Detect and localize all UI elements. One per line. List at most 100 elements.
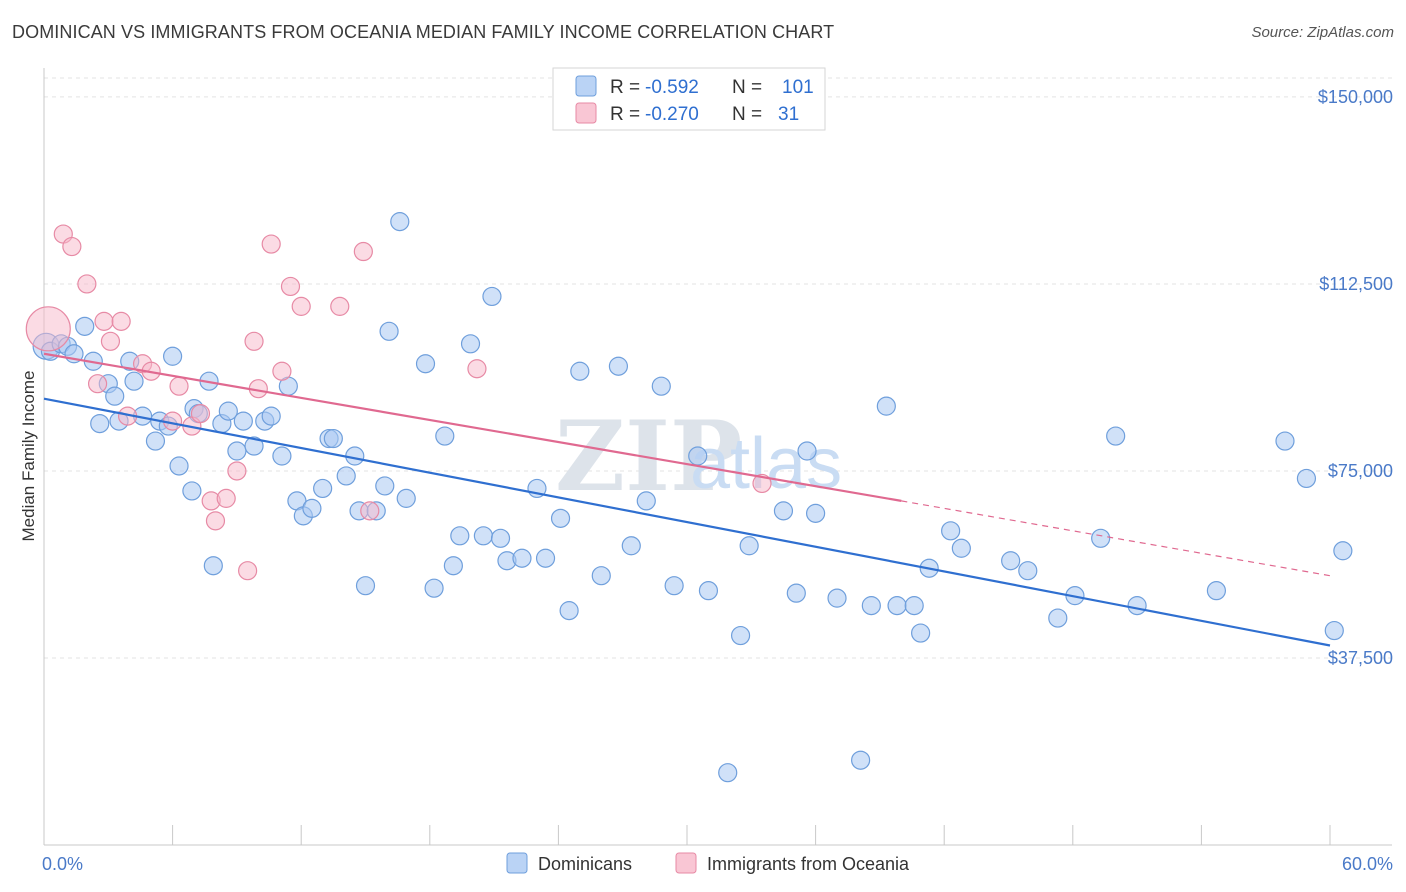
dominican-point (1091, 528, 1111, 548)
source-credit: Source: ZipAtlas.com (1251, 24, 1394, 41)
dominican-point (1296, 468, 1317, 489)
dominican-point (490, 528, 511, 548)
oceania-point (169, 376, 189, 396)
oceania-points (25, 224, 772, 581)
dominicans-points (32, 212, 1353, 783)
dominican-point (390, 212, 410, 232)
legend-swatch-oceania (575, 102, 597, 124)
dominican-point (415, 354, 436, 374)
dominican-point (739, 536, 759, 556)
dominican-point (1127, 596, 1147, 616)
oceania-point (261, 234, 281, 254)
legend-swatch-dominicans (575, 75, 597, 97)
x-tick-labels: 0.0% 60.0% (42, 854, 1393, 874)
dominican-point (163, 346, 183, 366)
dominican-point (951, 538, 971, 558)
oceania-point (467, 359, 487, 379)
dominican-point (730, 625, 751, 646)
oceania-point (205, 511, 226, 531)
dominican-point (559, 601, 579, 621)
dominican-point (941, 521, 961, 541)
dominican-point (621, 536, 641, 556)
dominican-point (1275, 431, 1295, 451)
axes (43, 68, 1392, 846)
bottom-legend-swatch-dominicans (506, 852, 528, 874)
dominican-point (443, 556, 463, 576)
dominican-point (302, 498, 322, 518)
dominican-point (876, 396, 896, 416)
dominican-point (323, 428, 343, 449)
dominican-point (424, 578, 444, 598)
dominican-point (636, 491, 656, 511)
oceania-point (238, 561, 258, 581)
oceania-point (280, 276, 301, 297)
dominican-point (272, 446, 292, 466)
legend-n-value-0: 101 (782, 77, 814, 98)
oceania-point (87, 374, 108, 394)
dominican-point (786, 583, 806, 603)
legend-n-label-0: N = (732, 77, 762, 98)
bottom-legend: Dominicans Immigrants from Oceania (506, 852, 910, 874)
chart-title: DOMINICAN VS IMMIGRANTS FROM OCEANIA MED… (12, 22, 835, 42)
dominican-point (396, 488, 416, 508)
oceania-point (291, 296, 311, 316)
dominican-point (218, 401, 238, 421)
dominican-point (718, 763, 738, 783)
y-tick-label: $75,000 (1328, 461, 1393, 481)
oceania-trend-line (43, 352, 902, 502)
dominican-point (664, 576, 684, 596)
y-axis-label: Median Family Income (19, 370, 38, 541)
dominican-point (1324, 620, 1344, 641)
dominican-point (227, 441, 247, 461)
dominican-point (182, 481, 202, 501)
dominican-point (233, 411, 253, 431)
dominican-point (336, 466, 356, 486)
oceania-point (272, 361, 292, 381)
dominican-point (861, 596, 881, 616)
legend-n-value-1: 31 (778, 104, 799, 125)
oceania-point (227, 461, 247, 481)
oceania-trend-extension (901, 500, 1331, 577)
oceania-point (190, 404, 211, 424)
dominican-point (473, 526, 493, 546)
legend-r-label-0: R = (610, 77, 640, 98)
dominican-point (244, 436, 264, 456)
oceania-point (100, 331, 121, 351)
oceania-point (360, 501, 380, 521)
dominican-point (482, 286, 502, 307)
y-tick-label: $112,500 (1319, 274, 1393, 294)
dominican-point (1001, 551, 1021, 571)
dominican-point (550, 508, 571, 528)
oceania-point (244, 331, 264, 351)
dominican-point (827, 588, 847, 608)
dominican-point (512, 548, 532, 568)
oceania-point (62, 236, 82, 257)
y-tick-label: $150,000 (1318, 87, 1393, 107)
dominican-point (379, 321, 399, 341)
dominican-point (450, 526, 470, 546)
dominican-point (90, 413, 110, 434)
dominicans-trend-line (43, 397, 1331, 647)
dominican-point (203, 556, 223, 576)
dominican-point (145, 431, 166, 451)
legend-r-value-1: -0.270 (645, 104, 699, 125)
dominican-point (887, 596, 907, 616)
dominican-point (535, 548, 556, 568)
dominican-point (851, 750, 871, 770)
y-tick-labels: $37,500 $75,000 $112,500 $150,000 (1318, 87, 1393, 668)
x-tick-label-end: 60.0% (1342, 854, 1393, 874)
dominican-point (1048, 608, 1068, 628)
dominican-point (570, 361, 590, 381)
dominican-point (75, 316, 95, 336)
dominican-point (355, 576, 376, 596)
dominican-point (688, 446, 708, 466)
dominican-point (797, 441, 817, 461)
bottom-legend-label-oceania: Immigrants from Oceania (707, 854, 910, 874)
oceania-point (353, 241, 373, 262)
dominican-point (261, 406, 281, 426)
dominican-point (698, 581, 719, 601)
bottom-legend-swatch-oceania (675, 852, 697, 874)
legend-box (552, 67, 826, 131)
dominican-point (435, 426, 455, 446)
